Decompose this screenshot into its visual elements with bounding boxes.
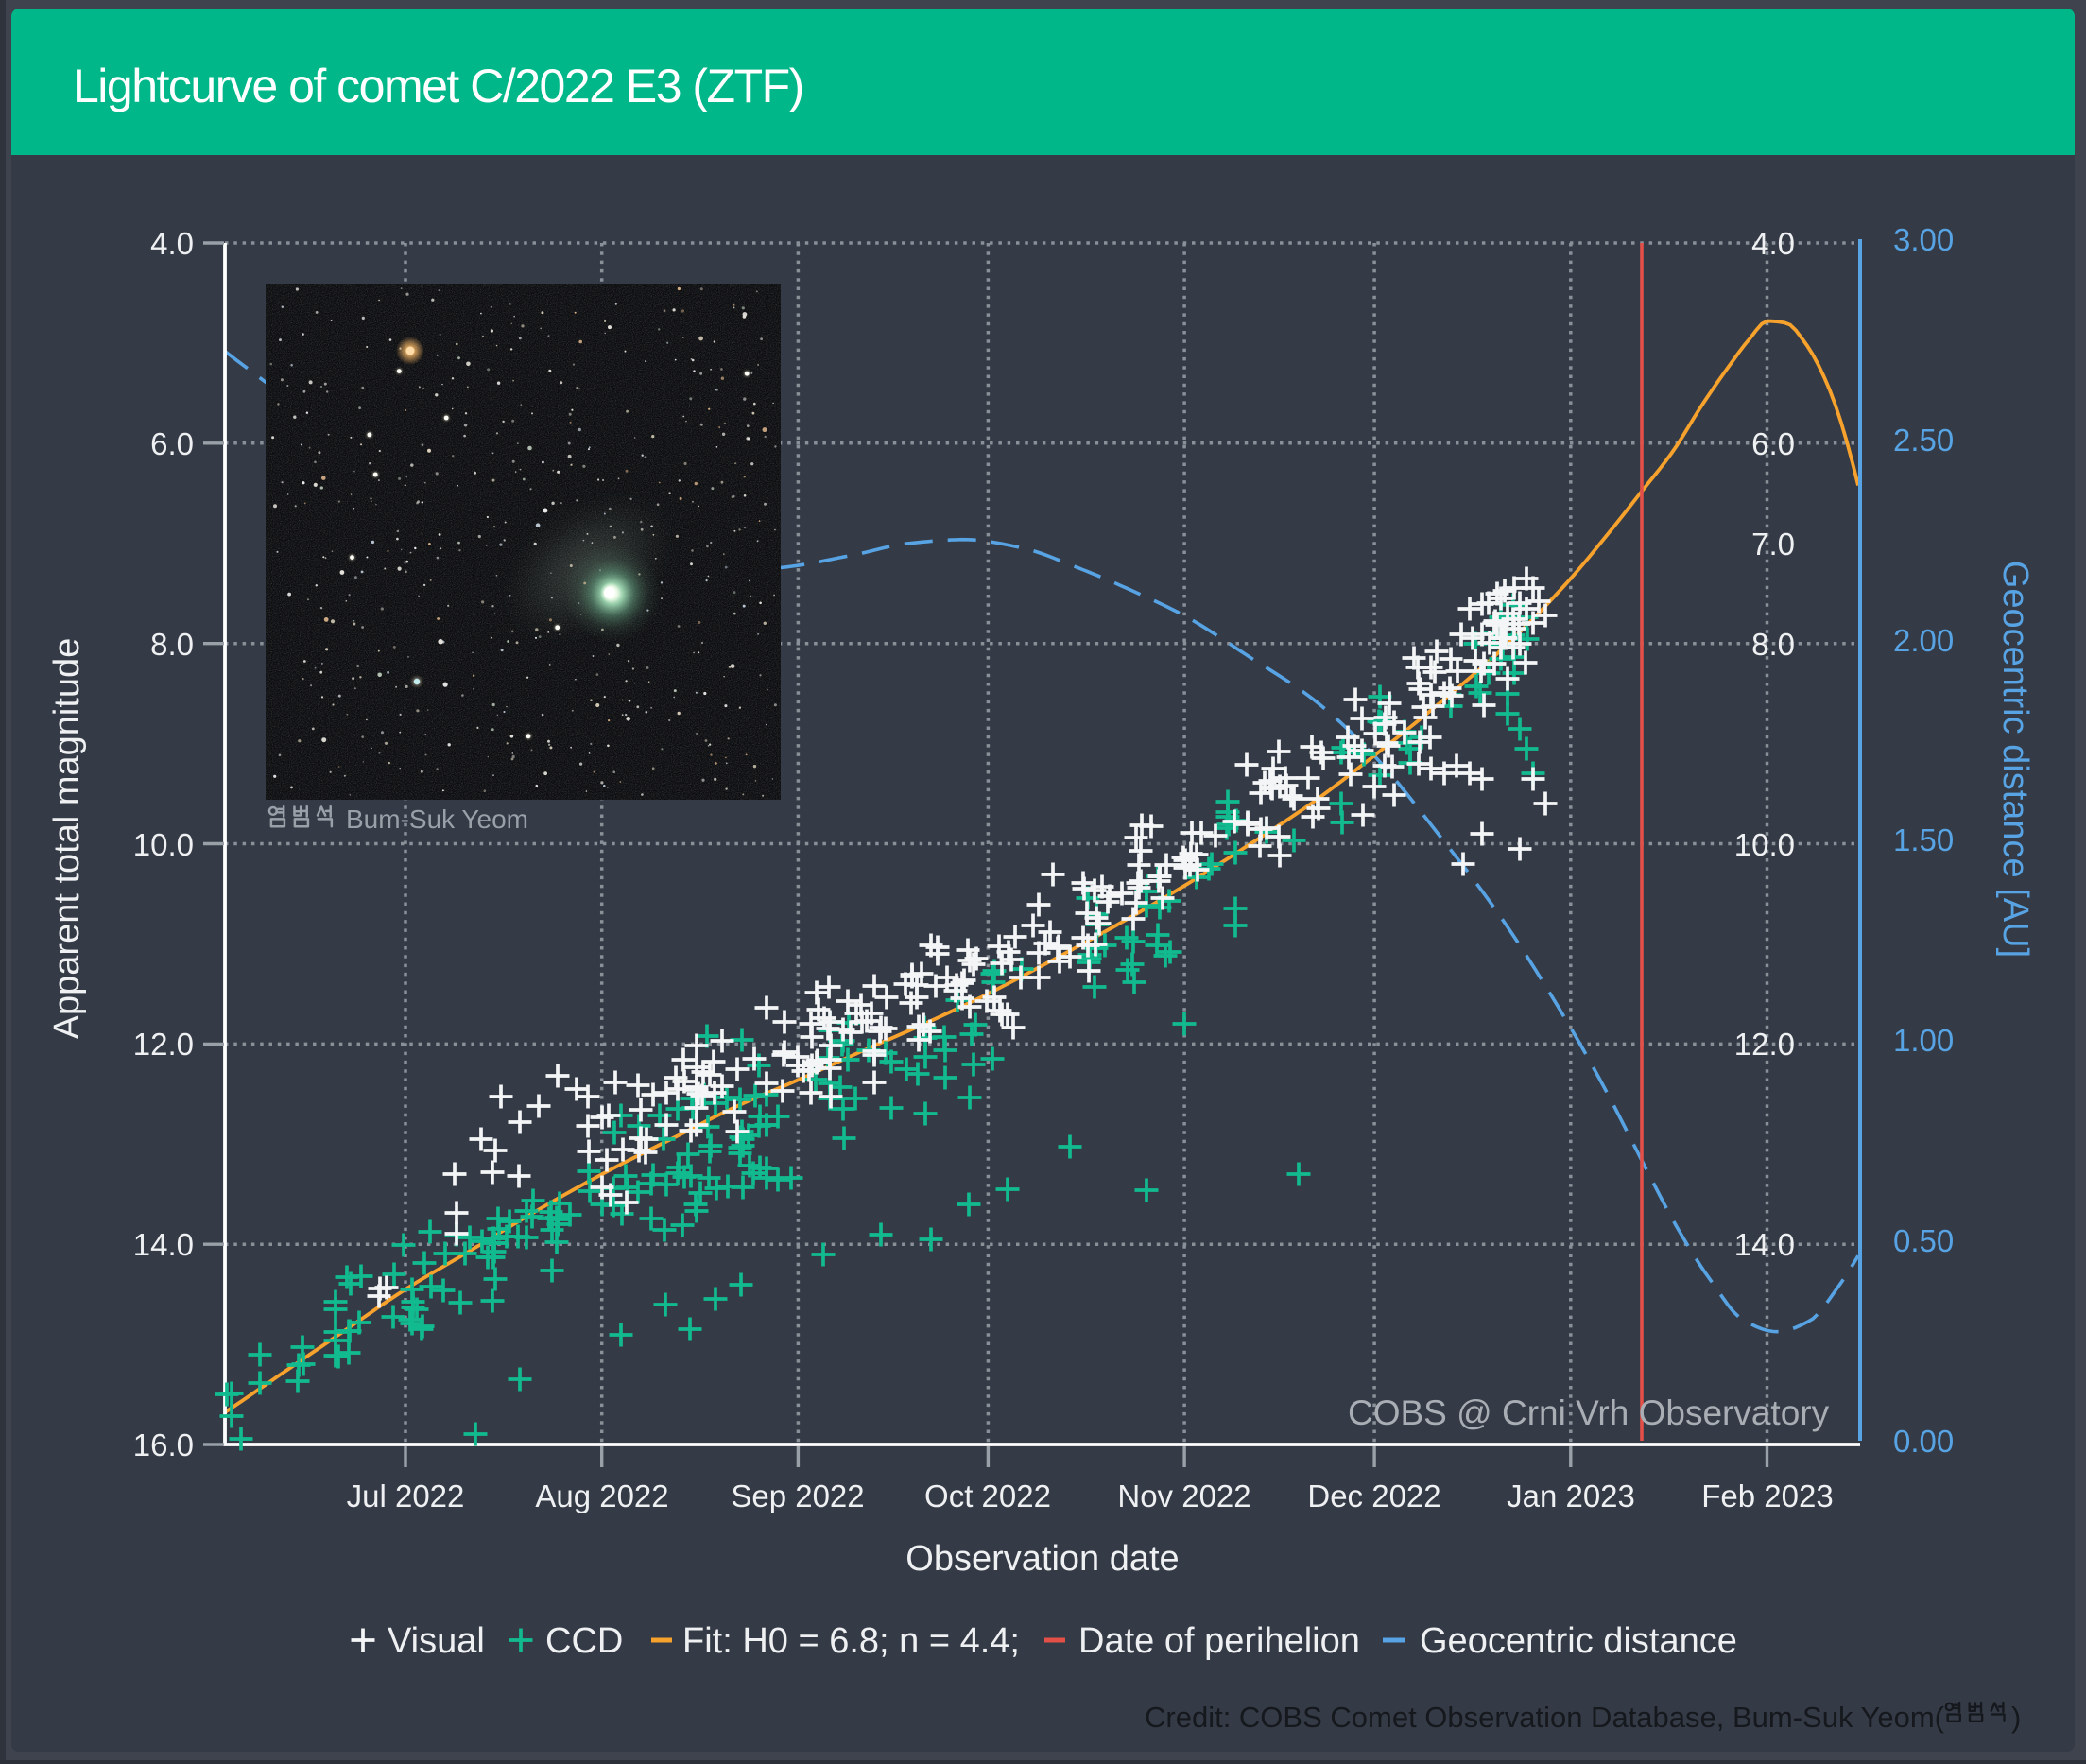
svg-text:16.0: 16.0	[133, 1427, 194, 1462]
svg-text:Credit: COBS Comet Observation: Credit: COBS Comet Observation Database,…	[1145, 1701, 1945, 1734]
svg-text:Bum-Suk Yeom: Bum-Suk Yeom	[346, 804, 528, 834]
svg-text:Sep 2022: Sep 2022	[731, 1479, 864, 1513]
svg-text:Dec 2022: Dec 2022	[1307, 1479, 1440, 1513]
svg-text:14.0: 14.0	[133, 1227, 194, 1262]
svg-text:Apparent total magnitude: Apparent total magnitude	[47, 638, 87, 1040]
svg-text:Visual: Visual	[388, 1621, 485, 1661]
svg-text:): )	[2011, 1701, 2021, 1734]
svg-text:Geocentric distance: Geocentric distance	[1420, 1621, 1737, 1661]
svg-text:Date of perihelion: Date of perihelion	[1078, 1621, 1360, 1661]
svg-text:CCD: CCD	[545, 1621, 623, 1661]
svg-text:12.0: 12.0	[1734, 1027, 1795, 1062]
svg-text:10.0: 10.0	[1734, 827, 1795, 862]
svg-text:Lightcurve of comet C/2022 E3: Lightcurve of comet C/2022 E3 (ZTF)	[73, 60, 803, 112]
svg-text:2.00: 2.00	[1893, 623, 1954, 658]
svg-text:0.50: 0.50	[1893, 1223, 1954, 1258]
svg-text:14.0: 14.0	[1734, 1227, 1795, 1262]
svg-text:3.00: 3.00	[1893, 222, 1954, 257]
svg-text:2.50: 2.50	[1893, 423, 1954, 458]
svg-text:1.50: 1.50	[1893, 822, 1954, 857]
svg-text:0.00: 0.00	[1893, 1424, 1954, 1459]
svg-text:4.0: 4.0	[150, 226, 194, 261]
svg-text:Jan 2023: Jan 2023	[1507, 1479, 1635, 1513]
svg-text:4.0: 4.0	[1751, 226, 1795, 261]
svg-text:8.0: 8.0	[150, 627, 194, 662]
svg-text:Geocentric distance [AU]: Geocentric distance [AU]	[1995, 561, 2035, 958]
svg-text:8.0: 8.0	[1751, 627, 1795, 662]
svg-text:12.0: 12.0	[133, 1027, 194, 1062]
svg-text:1.00: 1.00	[1893, 1023, 1954, 1058]
svg-text:Aug 2022: Aug 2022	[535, 1479, 668, 1513]
svg-text:Oct 2022: Oct 2022	[924, 1479, 1051, 1513]
svg-text:10.0: 10.0	[133, 827, 194, 862]
svg-text:6.0: 6.0	[1751, 426, 1795, 461]
svg-text:7.0: 7.0	[1751, 527, 1795, 562]
svg-text:Observation date: Observation date	[905, 1539, 1179, 1579]
svg-text:COBS @ Crni Vrh Observatory: COBS @ Crni Vrh Observatory	[1348, 1393, 1830, 1432]
svg-text:Jul 2022: Jul 2022	[347, 1479, 465, 1513]
svg-text:Nov 2022: Nov 2022	[1117, 1479, 1250, 1513]
svg-text:Fit: H0 = 6.8; n = 4.4;: Fit: H0 = 6.8; n = 4.4;	[682, 1621, 1020, 1661]
svg-text:Feb 2023: Feb 2023	[1701, 1479, 1833, 1513]
svg-text:6.0: 6.0	[150, 426, 194, 461]
